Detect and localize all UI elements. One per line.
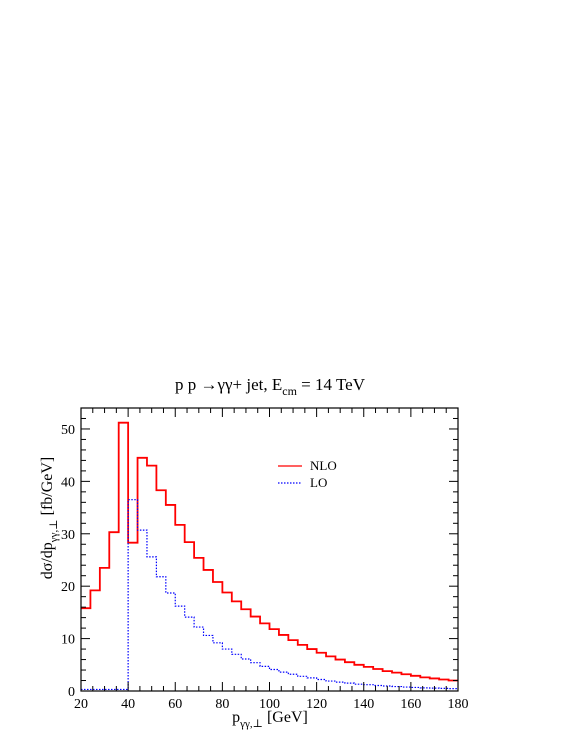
y-axis-label: dσ/dpγγ,⊥ [fb/GeV] (39, 457, 60, 580)
y-tick-label: 10 (61, 633, 75, 648)
y-tick-label: 30 (61, 528, 75, 543)
y-tick-label: 20 (61, 580, 75, 595)
x-tick-labels: 20 40 60 80 100 120 140 160 180 (74, 697, 469, 712)
plot-frame (80, 407, 459, 692)
x-tick-label: 180 (448, 697, 469, 712)
x-tick-label: 60 (168, 697, 182, 712)
y-tick-label: 0 (68, 685, 75, 700)
legend-label-lo: LO (310, 475, 327, 490)
x-tick-label: 160 (400, 697, 421, 712)
series-nlo-line (81, 421, 458, 682)
x-tick-label: 140 (353, 697, 374, 712)
x-tick-label: 100 (259, 697, 280, 712)
legend: NLO LO (278, 458, 337, 490)
series-lo-line (81, 499, 458, 691)
chart-title: p p →γγ+ jet, Ecm = 14 TeV (175, 375, 366, 398)
ticks-layer (80, 407, 459, 692)
x-tick-label: 80 (215, 697, 229, 712)
series-layer (81, 421, 458, 691)
y-tick-label: 40 (61, 475, 75, 490)
y-tick-labels: 0 10 20 30 40 50 (61, 423, 75, 700)
x-tick-label: 120 (306, 697, 327, 712)
x-tick-label: 20 (74, 697, 88, 712)
legend-label-nlo: NLO (310, 458, 337, 473)
x-tick-label: 40 (121, 697, 135, 712)
x-axis-label: pγγ,⊥ [GeV] (232, 709, 308, 730)
y-tick-label: 50 (61, 423, 75, 438)
